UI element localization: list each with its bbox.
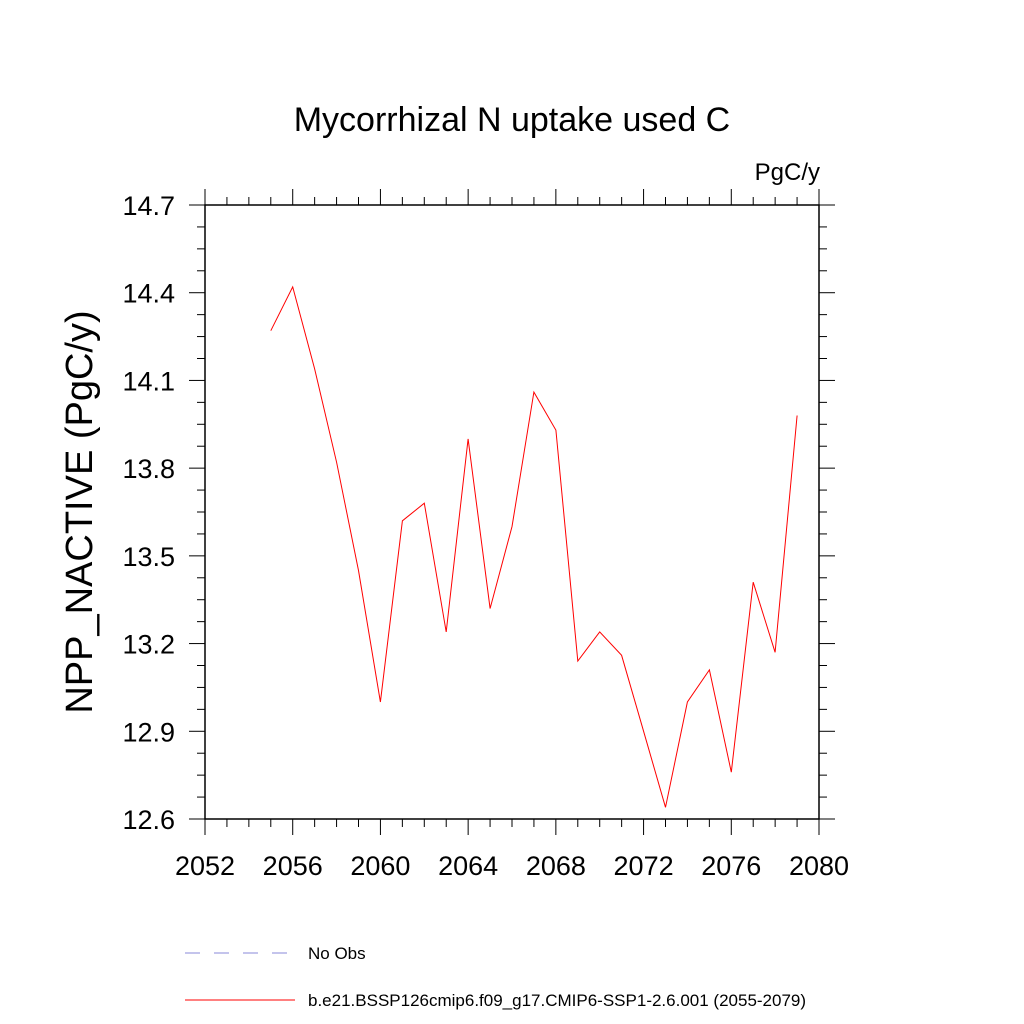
x-tick-label: 2060 [350, 851, 410, 881]
x-tick-label: 2056 [263, 851, 323, 881]
y-tick-labels: 12.6 12.9 13.2 13.5 13.8 14.1 14.4 14.7 [122, 191, 175, 835]
y-tick-label: 13.8 [122, 454, 175, 484]
series-group [270, 285, 798, 808]
chart-title: Mycorrhizal N uptake used C [294, 101, 731, 139]
y-tick-label: 13.5 [122, 542, 175, 572]
series-line [270, 285, 798, 808]
units-label: PgC/y [755, 159, 820, 186]
y-tick-label: 12.9 [122, 717, 175, 747]
x-tick-label: 2052 [175, 851, 235, 881]
y-axis-label: NPP_NACTIVE (PgC/y) [59, 310, 101, 713]
x-tick-label: 2068 [526, 851, 586, 881]
ticks [189, 189, 835, 835]
legend: No Obs b.e21.BSSP126cmip6.f09_g17.CMIP6-… [185, 944, 806, 1010]
y-tick-label: 14.7 [122, 191, 175, 221]
y-tick-label: 12.6 [122, 805, 175, 835]
legend-label-no-obs: No Obs [308, 944, 366, 963]
x-tick-label: 2064 [438, 851, 498, 881]
y-tick-label: 14.4 [122, 279, 175, 309]
legend-label-model: b.e21.BSSP126cmip6.f09_g17.CMIP6-SSP1-2.… [308, 991, 806, 1010]
y-tick-label: 14.1 [122, 366, 175, 396]
x-tick-label: 2080 [789, 851, 849, 881]
y-tick-label: 13.2 [122, 630, 175, 660]
x-tick-label: 2072 [614, 851, 674, 881]
plot-frame [204, 204, 820, 820]
x-tick-labels: 2052 2056 2060 2064 2068 2072 2076 2080 [175, 851, 849, 881]
x-tick-label: 2076 [701, 851, 761, 881]
